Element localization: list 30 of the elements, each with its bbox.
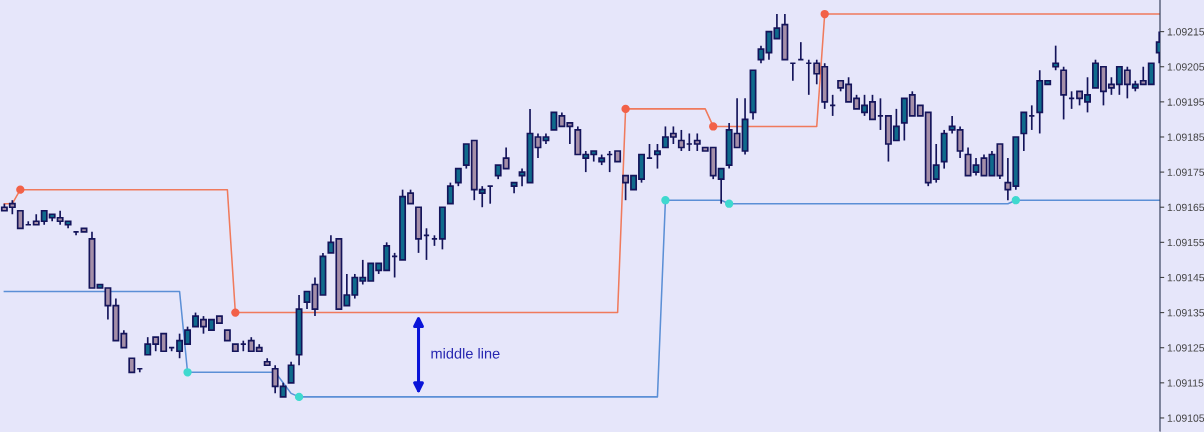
y-tick-label: 1.09155 — [1167, 238, 1204, 247]
candlestick — [677, 129, 685, 152]
point — [231, 308, 240, 317]
point — [16, 185, 25, 194]
point — [820, 9, 829, 19]
point — [294, 392, 304, 402]
y-tick-label: 1.09145 — [1167, 273, 1204, 282]
y-tick-label: 1.09105 — [1167, 414, 1204, 422]
candlestick — [446, 181, 454, 205]
y-tick-label: 1.09185 — [1167, 133, 1204, 141]
point — [724, 199, 734, 208]
point — [661, 196, 670, 205]
y-tick-label: 1.09165 — [1167, 203, 1204, 212]
candlestick — [1052, 44, 1060, 72]
y-tick-label: 1.09175 — [1167, 168, 1204, 176]
y-tick-label: 1.09215 — [1167, 28, 1204, 36]
annotation: middle line — [431, 347, 500, 359]
point — [621, 104, 630, 114]
y-tick-label: 1.09125 — [1167, 344, 1204, 352]
candlestick — [693, 132, 701, 152]
y-tick-label: 1.09205 — [1167, 63, 1204, 71]
point — [183, 368, 192, 377]
y-tick-label: 1.09115 — [1167, 379, 1204, 387]
y-tick-label: 1.09135 — [1167, 309, 1204, 317]
candlestick — [653, 143, 661, 170]
point — [1011, 196, 1021, 205]
y-tick-label: 1.09195 — [1167, 98, 1204, 106]
candlestick — [1020, 111, 1028, 152]
candlestick — [287, 360, 295, 384]
point — [709, 122, 718, 131]
